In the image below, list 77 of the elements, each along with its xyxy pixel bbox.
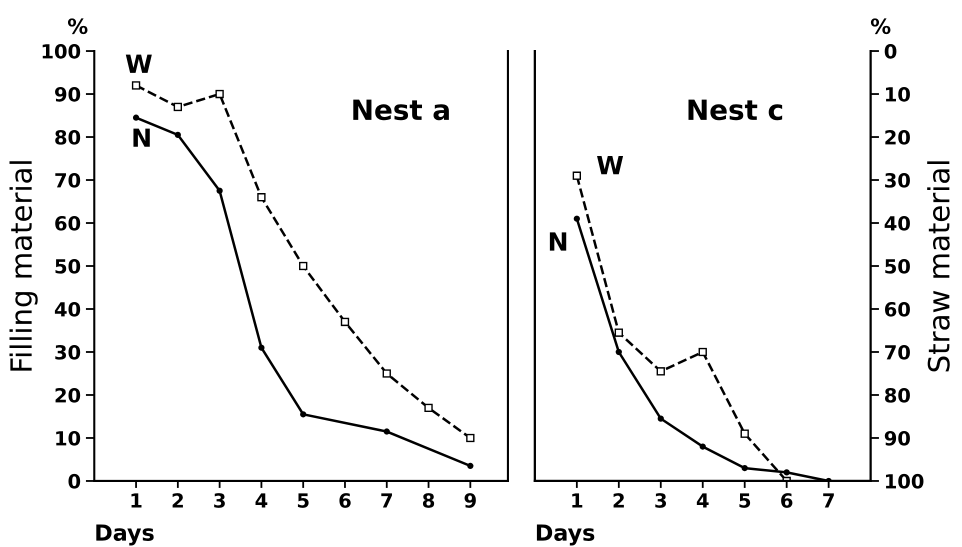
series-label: W [597, 156, 624, 174]
x-tick-label: 5 [298, 493, 309, 508]
y2-tick-label: 60 [885, 302, 910, 317]
point [698, 348, 707, 356]
y2-tick-label: 80 [884, 388, 910, 403]
point [382, 369, 391, 378]
point [658, 416, 664, 422]
x-tick-label: 2 [614, 493, 624, 508]
point [132, 81, 140, 90]
point [574, 216, 580, 222]
x-axis-title: Days [536, 524, 594, 546]
x-tick-label: 2 [172, 493, 183, 508]
x-axis-title: Days [96, 524, 154, 546]
x-tick-label: 7 [381, 493, 392, 508]
y-tick-label: 0 [68, 474, 80, 489]
point [384, 428, 390, 435]
point [572, 172, 582, 180]
x-tick-label: 8 [422, 493, 434, 508]
point [466, 434, 474, 442]
y-tick-label: 60 [55, 216, 80, 231]
series-label: N [550, 232, 566, 251]
y-tick-label: 90 [55, 86, 80, 102]
point [616, 348, 622, 356]
point [742, 464, 748, 472]
x-tick-label: 5 [739, 493, 750, 508]
x-tick-label: 7 [823, 493, 834, 508]
point [132, 114, 140, 121]
y2-tick-label: 70 [885, 344, 910, 360]
point [656, 367, 665, 376]
point [215, 90, 224, 98]
y2-tick-label: 10 [886, 86, 910, 102]
point [299, 262, 308, 270]
point [784, 469, 790, 476]
y2-tick-label: 50 [885, 258, 910, 274]
point [700, 443, 706, 450]
y-tick-label: 40 [54, 302, 80, 317]
y-tick-label: 50 [56, 258, 80, 274]
y2-tick-label: 40 [884, 216, 910, 231]
point [340, 318, 350, 326]
y-tick-label: 10 [56, 430, 80, 446]
x-tick-label: 1 [131, 493, 142, 508]
point [258, 344, 265, 351]
point [216, 188, 223, 194]
x-tick-label: 6 [339, 493, 351, 508]
y2-tick-label: 90 [884, 430, 910, 446]
x-tick-label: 4 [256, 493, 268, 508]
y2-tick-label: 20 [885, 130, 910, 145]
y-tick-label: 30 [55, 344, 80, 360]
x-tick-label: 6 [781, 493, 792, 508]
series-label: N [133, 128, 150, 147]
y-axis-title: Filling material [9, 161, 38, 371]
x-tick-label: 9 [464, 493, 476, 508]
point [467, 462, 474, 470]
point [740, 430, 749, 438]
y2-tick-label: 30 [885, 172, 910, 188]
x-tick-label: 1 [572, 493, 582, 508]
y-tick-label: 100 [42, 44, 80, 59]
series-label: W [126, 54, 152, 73]
text: % [870, 18, 890, 34]
point [614, 328, 623, 337]
point [300, 411, 306, 418]
point [174, 132, 181, 138]
y-tick-label: 70 [55, 172, 80, 188]
y2-tick-label: 0 [884, 44, 896, 59]
x-tick-label: 3 [655, 493, 666, 508]
point [257, 193, 266, 202]
y2-tick-label: 100 [886, 474, 924, 489]
point [174, 102, 182, 112]
y-tick-label: 80 [55, 130, 80, 145]
y-tick-label: 20 [56, 388, 80, 403]
point [424, 404, 433, 412]
text: Nest a [353, 100, 449, 120]
text: % [68, 18, 88, 34]
x-tick-label: 3 [214, 493, 225, 508]
text: Nest c [688, 100, 782, 120]
x-tick-label: 4 [696, 493, 709, 508]
y2-axis-title: Straw material [927, 161, 950, 372]
